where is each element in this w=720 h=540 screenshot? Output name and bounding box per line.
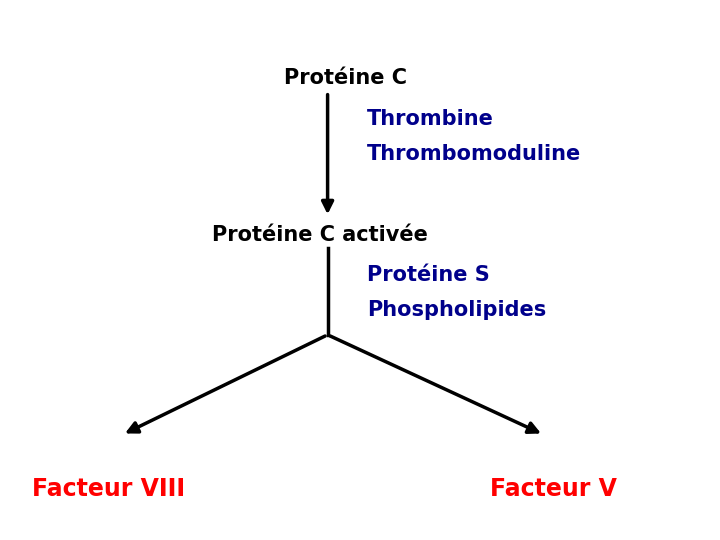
Text: Protéine C activée: Protéine C activée (212, 225, 428, 245)
Text: Thrombomoduline: Thrombomoduline (367, 144, 582, 164)
Text: Protéine C: Protéine C (284, 68, 408, 89)
Text: Protéine S: Protéine S (367, 265, 490, 286)
Text: Facteur V: Facteur V (490, 477, 616, 501)
Text: Facteur VIII: Facteur VIII (32, 477, 186, 501)
Text: Phospholipides: Phospholipides (367, 300, 546, 321)
Text: Thrombine: Thrombine (367, 109, 494, 129)
